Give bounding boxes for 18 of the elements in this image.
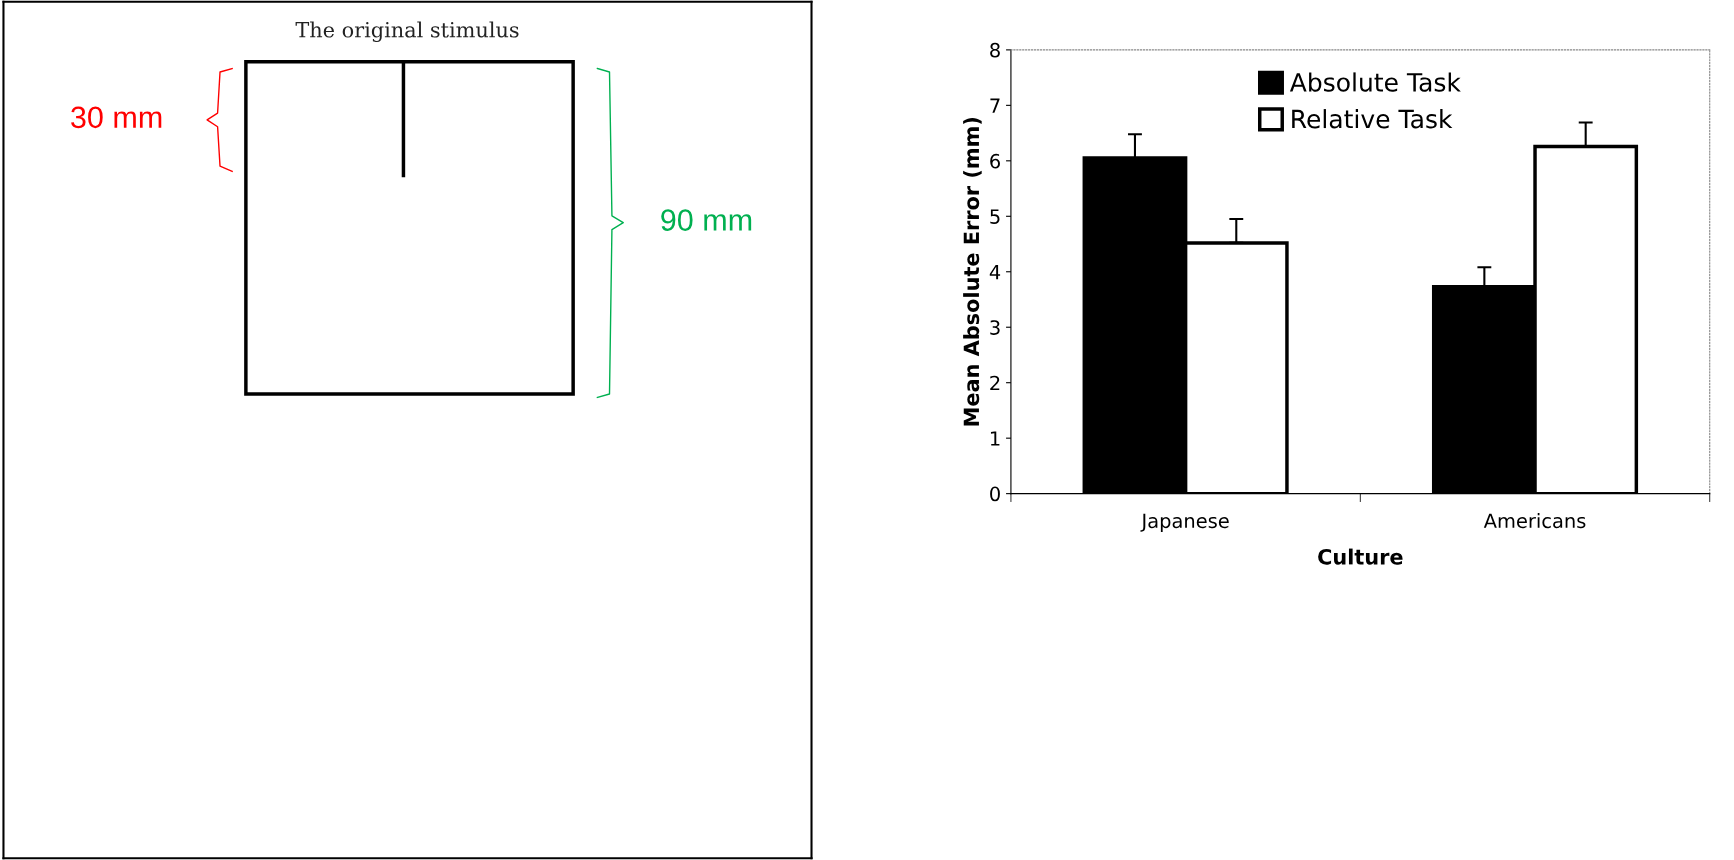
y-tick-label: 2 [990,375,1000,391]
y-axis-title: Mean Absolute Error (mm) [963,117,982,426]
x-tick-label: Americans [1483,513,1586,529]
y-tick-label: 0 [990,486,1000,502]
y-tick-label: 7 [990,98,1000,113]
y-tick-label: 1 [990,431,1000,446]
y-tick-label: 3 [990,320,1000,335]
y-tick-label: 8 [990,42,1000,58]
text: 90 mm [661,209,752,231]
text: 30 mm [71,106,162,129]
y-tick-label: 6 [990,153,1000,169]
y-tick-label: 4 [989,264,1001,280]
y-tick-label: 5 [990,209,1000,224]
text: The original stimulus [295,21,519,42]
x-tick-label: Japanese [1140,513,1229,532]
legend-label: Relative Task [1292,109,1453,129]
legend-label: Absolute Task [1289,72,1461,92]
x-axis-title: Culture [1318,548,1403,565]
